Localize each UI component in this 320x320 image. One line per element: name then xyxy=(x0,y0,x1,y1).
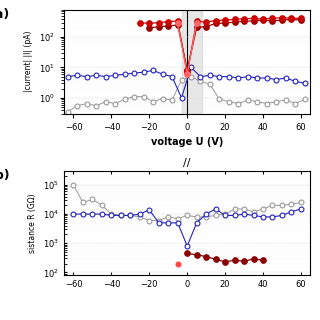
Text: (a): (a) xyxy=(0,7,10,20)
Bar xyxy=(181,10,202,114)
X-axis label: voltage U (V): voltage U (V) xyxy=(151,137,223,147)
Text: (b): (b) xyxy=(0,169,11,182)
Y-axis label: |current| |I| (pA): |current| |I| (pA) xyxy=(24,31,33,92)
Text: //: // xyxy=(183,158,191,168)
Y-axis label: sistance R (GΩ): sistance R (GΩ) xyxy=(28,193,37,253)
